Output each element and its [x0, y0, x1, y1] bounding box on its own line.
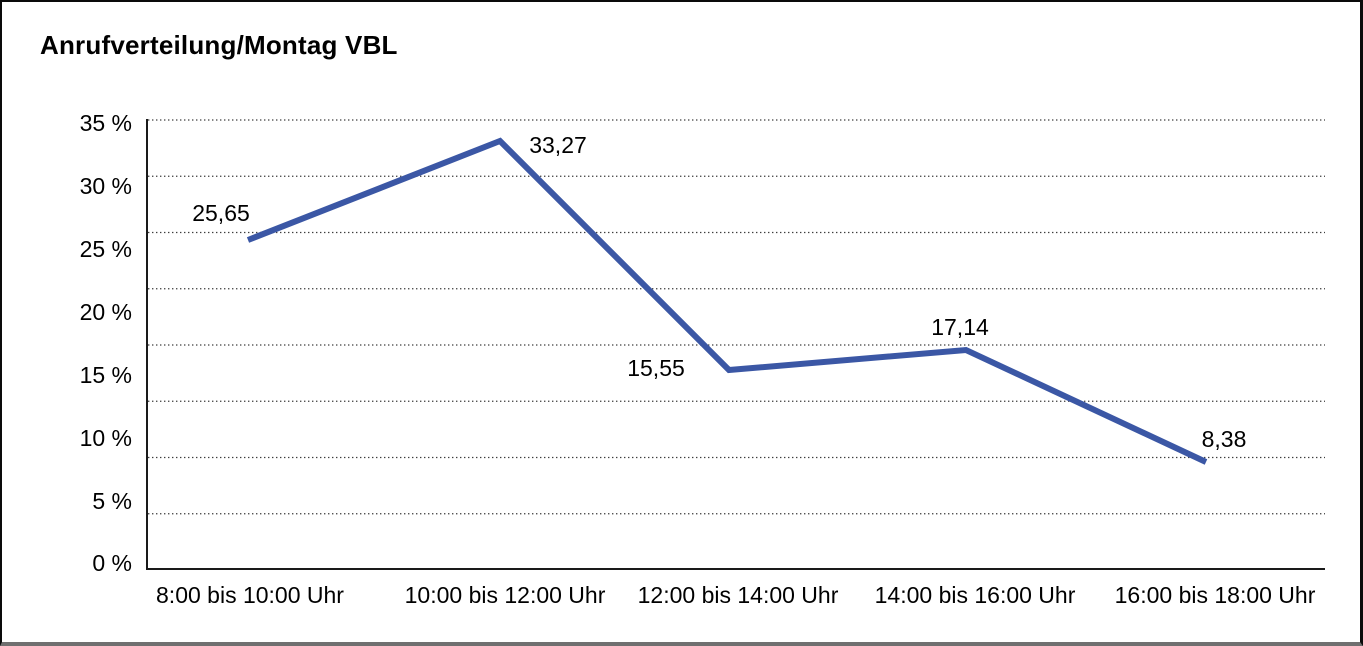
x-tick-label-1: 8:00 bis 10:00 Uhr	[156, 582, 344, 608]
y-tick-label-5: 5 %	[92, 488, 132, 514]
y-tick-label-35: 35 %	[79, 110, 132, 136]
x-tick-label-5: 16:00 bis 18:00 Uhr	[1114, 582, 1316, 608]
y-tick-label-0: 0 %	[92, 550, 132, 576]
x-tick-label-3: 12:00 bis 14:00 Uhr	[637, 582, 839, 608]
chart-title: Anrufverteilung/Montag VBL	[40, 30, 398, 60]
y-tick-label-25: 25 %	[79, 236, 132, 262]
data-label-2: 33,27	[529, 132, 587, 158]
y-tick-label-30: 30 %	[79, 173, 132, 199]
y-tick-label-20: 20 %	[79, 299, 132, 325]
data-label-3: 15,55	[627, 355, 685, 381]
data-label-5: 8,38	[1201, 426, 1247, 452]
y-tick-label-15: 15 %	[79, 362, 132, 388]
data-label-1: 25,65	[192, 200, 250, 226]
data-label-4: 17,14	[931, 314, 989, 340]
x-tick-label-4: 14:00 bis 16:00 Uhr	[874, 582, 1076, 608]
x-tick-label-2: 10:00 bis 12:00 Uhr	[404, 582, 606, 608]
y-tick-label-10: 10 %	[79, 425, 132, 451]
data-line-series	[246, 137, 1208, 465]
